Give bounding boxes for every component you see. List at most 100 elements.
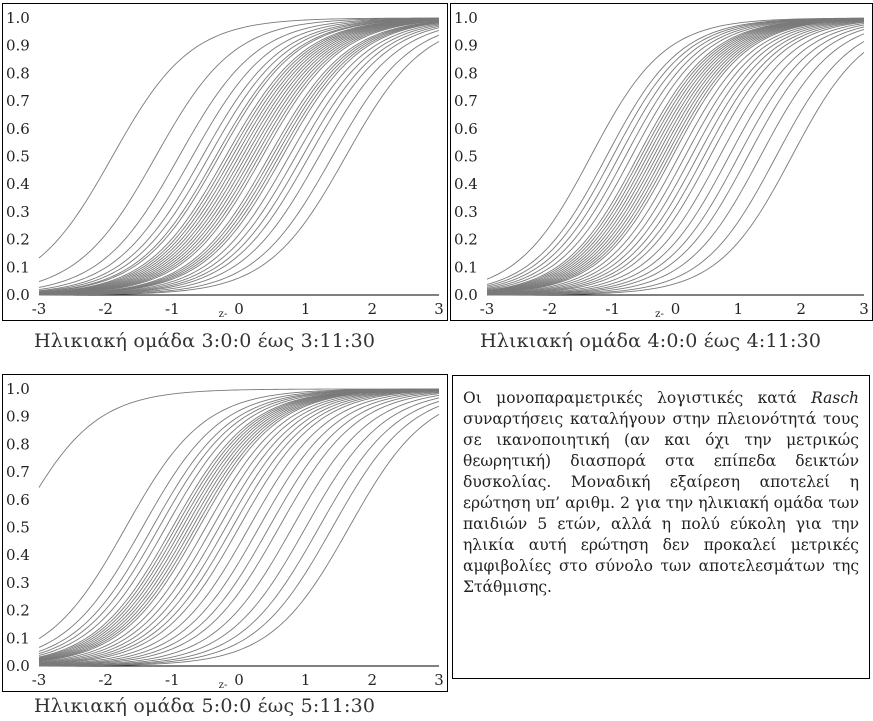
rasch-curve-3 (38, 17, 440, 288)
rasch-curve-1 (38, 17, 439, 259)
rasch-curve-32 (38, 41, 440, 296)
y-tick-label: 0.8 (6, 64, 30, 82)
rasch-curve-27 (38, 397, 440, 667)
rasch-curve-22 (38, 390, 440, 666)
x-tick-label: 0 (671, 300, 681, 318)
y-tick-label: 0.1 (6, 629, 30, 647)
rasch-curve-14 (38, 19, 440, 294)
y-tick-label: 1.0 (454, 9, 478, 27)
chart-panel-1: 0.0 0.1 0.2 0.3 0.4 0.5 0.6 0.7 0.8 0.9 1.0 -3 -2 -1 0… (2, 3, 448, 321)
chart-frame (450, 3, 873, 321)
x-tick-label: 3 (434, 671, 444, 689)
x-tick-label: 1 (301, 671, 311, 689)
y-tick-label: 0.0 (6, 286, 30, 304)
x-tick-label: 0 (234, 671, 244, 689)
rasch-curve-6 (38, 18, 440, 292)
rasch-curve-12 (38, 19, 440, 294)
chart-svg-2: 0.0 0.1 0.2 0.3 0.4 0.5 0.6 0.7 0.8 0.9 1.0 -3 -2 -1 0… (450, 3, 873, 321)
rasch-curve-20 (38, 389, 440, 665)
y-tick-label: 0.1 (454, 258, 478, 276)
x-tick-label: 2 (368, 300, 378, 318)
x-tick-label: 1 (734, 300, 744, 318)
y-tick-label: 0.8 (454, 64, 478, 82)
y-tick-label: 0.1 (6, 258, 30, 276)
y-tick-label: 0.6 (454, 120, 478, 138)
x-tick-label: 1 (301, 300, 311, 318)
rasch-curve-15 (38, 19, 440, 295)
y-tick-label: 0.6 (6, 491, 30, 509)
rasch-curve-26 (486, 24, 865, 296)
rasch-curve-19 (486, 19, 865, 294)
x-tick-label: -3 (480, 300, 495, 318)
y-tick-label: 0.2 (6, 231, 30, 249)
rasch-curve-24 (486, 21, 865, 295)
chart-caption-2: Ηλικιακή ομάδα 4:0:0 έως 4:11:30 (480, 330, 822, 352)
note-text-start: Οι μονοπαραμετρικές λογιστικές κατά (463, 389, 812, 407)
y-tick-label: 0.7 (454, 92, 478, 110)
note-text-rest: συναρτήσεις καταλήγουν στην πλειονότητά … (463, 410, 859, 596)
y-tick-label: 0.0 (454, 286, 478, 304)
rasch-curve-20 (486, 19, 865, 295)
rasch-curve-1 (38, 388, 439, 488)
y-tick-label: 0.7 (6, 92, 30, 110)
note-text: Οι μονοπαραμετρικές λογιστικές κατά Rasc… (453, 376, 869, 598)
y-tick-label: 0.5 (6, 148, 30, 166)
note-text-rasch: Rasch (811, 389, 859, 407)
x-tick-label: 3 (434, 300, 444, 318)
rasch-curve-18 (486, 19, 865, 294)
chart-svg-3: 0.0 0.1 0.2 0.3 0.4 0.5 0.6 0.7 0.8 0.9 1.0 -3 -2 -1 0… (2, 374, 448, 692)
rasch-curve-17 (486, 18, 865, 294)
rasch-curve-17 (38, 389, 440, 664)
rasch-curve-16 (486, 18, 865, 294)
y-tick-label: 0.3 (454, 203, 478, 221)
x-axis-label: z- (655, 309, 664, 320)
y-tick-label: 0.0 (6, 657, 30, 675)
x-tick-label: -1 (165, 300, 180, 318)
chart-caption-3: Ηλικιακή ομάδα 5:0:0 έως 5:11:30 (34, 695, 376, 717)
chart-frame (2, 3, 448, 321)
rasch-curve-8 (38, 18, 440, 293)
x-tick-label: -1 (605, 300, 620, 318)
rasch-curve-2 (38, 17, 440, 282)
y-tick-label: 0.6 (6, 120, 30, 138)
rasch-curve-22 (486, 20, 865, 295)
rasch-curve-26 (38, 394, 440, 667)
chart-caption-1: Ηλικιακή ομάδα 3:0:0 έως 3:11:30 (34, 330, 376, 352)
y-tick-label: 0.4 (454, 175, 478, 193)
chart-panel-3: 0.0 0.1 0.2 0.3 0.4 0.5 0.6 0.7 0.8 0.9 1.0 -3 -2 -1 0… (2, 374, 448, 692)
y-tick-label: 0.3 (6, 574, 30, 592)
rasch-curve-20 (38, 20, 440, 295)
y-tick-label: 0.7 (6, 463, 30, 481)
y-tick-label: 0.8 (6, 435, 30, 453)
rasch-curve-6 (486, 18, 865, 291)
x-tick-label: 2 (796, 300, 806, 318)
y-tick-label: 0.2 (454, 231, 478, 249)
y-tick-label: 0.5 (454, 148, 478, 166)
x-tick-label: -2 (98, 671, 113, 689)
rasch-curve-9 (38, 18, 440, 294)
x-tick-label: -3 (32, 300, 47, 318)
y-tick-label: 0.9 (6, 408, 30, 426)
rasch-curve-21 (486, 20, 865, 295)
rasch-curve-13 (38, 19, 440, 294)
curves-group (486, 17, 865, 296)
rasch-curve-31 (486, 52, 865, 296)
rasch-curve-21 (38, 390, 440, 665)
rasch-curve-25 (38, 22, 440, 295)
curves-group (38, 17, 440, 296)
x-tick-label: 2 (368, 671, 378, 689)
x-tick-label: 0 (234, 300, 244, 318)
rasch-curve-19 (38, 389, 440, 665)
rasch-curve-25 (38, 393, 440, 666)
chart-panel-2: 0.0 0.1 0.2 0.3 0.4 0.5 0.6 0.7 0.8 0.9 1.0 -3 -2 -1 0… (450, 3, 873, 321)
x-axis-label: z- (219, 680, 228, 691)
rasch-curve-30 (38, 413, 440, 667)
rasch-curve-5 (38, 18, 440, 292)
y-tick-label: 1.0 (6, 380, 30, 398)
y-tick-label: 0.4 (6, 175, 30, 193)
rasch-curve-15 (486, 18, 865, 294)
rasch-curve-18 (38, 20, 440, 295)
y-tick-label: 0.9 (454, 37, 478, 55)
y-tick-label: 0.2 (6, 602, 30, 620)
rasch-curve-23 (38, 391, 440, 666)
